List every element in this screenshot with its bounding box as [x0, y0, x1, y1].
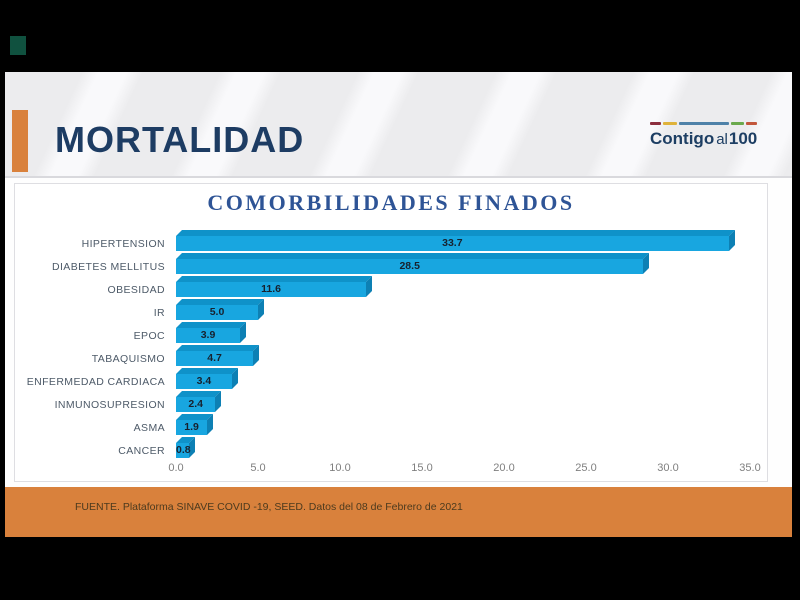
x-axis-tick-label: 15.0: [411, 462, 433, 474]
category-label: EPOC: [133, 330, 165, 342]
bar: 5.0: [176, 305, 258, 320]
logo-word-main: Contigo: [650, 129, 715, 148]
x-axis-tick-label: 25.0: [575, 462, 597, 474]
logo-colorbar-segment: [679, 122, 729, 125]
bar: 0.8: [176, 443, 191, 458]
bar-value-label: 2.4: [188, 398, 203, 410]
logo-colorbar-segment: [746, 122, 757, 125]
bar-value-label: 5.0: [209, 306, 225, 318]
category-label: OBESIDAD: [107, 284, 165, 296]
x-axis-tick-label: 20.0: [493, 462, 515, 474]
chart-bar-row: IR 5.0: [15, 298, 767, 321]
bar: 2.4: [176, 397, 216, 412]
bar-value-label: 3.9: [200, 329, 216, 341]
bar-value-label: 28.5: [399, 260, 420, 272]
category-label: INMUNOSUPRESION: [54, 399, 165, 411]
chart-bar-row: EPOC 3.9: [15, 321, 767, 344]
logo-word-mid: al: [716, 131, 728, 148]
chart-bar-row: DIABETES MELLITUS 28.5: [15, 252, 767, 275]
slide-content: COMORBILIDADES FINADOS HIPERTENSION 33.7 D…: [5, 178, 792, 487]
title-accent-bar: [12, 110, 28, 172]
footer-band: FUENTE. Plataforma SINAVE COVID -19, SEE…: [5, 487, 792, 537]
corner-mark: [10, 36, 26, 55]
bar: 33.7: [176, 236, 729, 251]
category-label: DIABETES MELLITUS: [52, 261, 165, 273]
chart-bar-row: CANCER 0.8: [15, 436, 767, 459]
logo-word-num: 100: [728, 129, 758, 148]
chart-bar-row: ENFERMEDAD CARDIACA 3.4: [15, 367, 767, 390]
bar: 3.9: [176, 328, 240, 343]
logo-text: Contigo al100: [650, 129, 770, 149]
bar-value-label: 0.8: [176, 444, 191, 456]
chart-title: COMORBILIDADES FINADOS: [207, 190, 575, 215]
logo-colorbar-icon: [650, 122, 770, 125]
bar-value-label: 1.9: [184, 421, 199, 433]
logo-colorbar-segment: [731, 122, 744, 125]
x-axis-tick-label: 30.0: [657, 462, 679, 474]
logo-colorbar-segment: [650, 122, 661, 125]
bar: 11.6: [176, 282, 367, 297]
category-label: CANCER: [118, 445, 165, 457]
bar-value-label: 11.6: [261, 283, 282, 295]
category-label: ENFERMEDAD CARDIACA: [26, 376, 165, 388]
chart-bar-row: TABAQUISMO 4.7: [15, 344, 767, 367]
chart-bar-row: ASMA 1.9: [15, 413, 767, 436]
chart-bar-row: INMUNOSUPRESION 2.4: [15, 390, 767, 413]
slide: MORTALIDAD Contigo al100 COMORBILIDADES F…: [5, 72, 792, 537]
bar-value-label: 4.7: [207, 352, 222, 364]
bar-value-label: 3.4: [196, 375, 212, 387]
bar-value-label: 33.7: [442, 237, 463, 249]
logo-colorbar-segment: [663, 122, 677, 125]
x-axis-tick-label: 0.0: [168, 462, 184, 474]
bar: 28.5: [176, 259, 644, 274]
category-label: ASMA: [133, 422, 165, 434]
x-axis-tick-label: 35.0: [739, 462, 761, 474]
slide-header: MORTALIDAD Contigo al100: [5, 72, 792, 178]
source-note: FUENTE. Plataforma SINAVE COVID -19, SEE…: [75, 501, 463, 513]
bar: 1.9: [176, 420, 208, 435]
chart-x-axis: 0.0 5.0 10.0 15.0 20.0 25.0 30.0 35.0: [15, 462, 767, 478]
slide-title: MORTALIDAD: [55, 119, 305, 160]
chart-rows: HIPERTENSION 33.7 DIABETES MELLITUS 28.5 OBE…: [15, 229, 767, 459]
x-axis-tick-label: 10.0: [329, 462, 351, 474]
chart-bar-row: HIPERTENSION 33.7: [15, 229, 767, 252]
contigo-al-100-logo: Contigo al100: [650, 122, 770, 149]
category-label: IR: [153, 307, 165, 319]
chart-bar-row: OBESIDAD 11.6: [15, 275, 767, 298]
category-label: HIPERTENSION: [81, 238, 165, 250]
bar: 3.4: [176, 374, 232, 389]
bar: 4.7: [176, 351, 254, 366]
category-label: TABAQUISMO: [91, 353, 165, 365]
x-axis-tick-label: 5.0: [250, 462, 266, 474]
chart-panel: COMORBILIDADES FINADOS HIPERTENSION 33.7 D…: [14, 183, 768, 482]
